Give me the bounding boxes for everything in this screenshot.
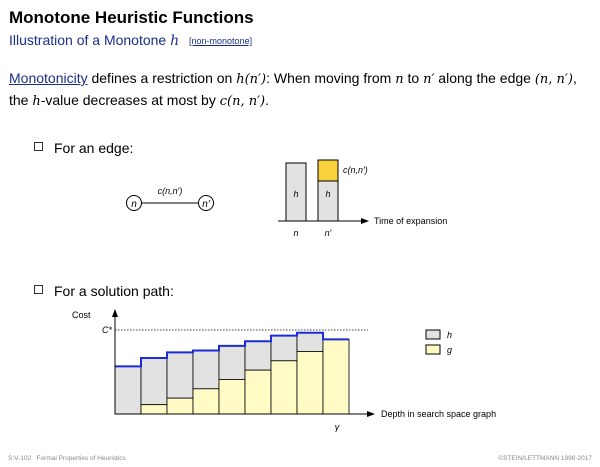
h-bar-segment [244,340,272,371]
edge-cost-label: c(n,n′) [158,186,183,196]
g-bar-segment [166,397,194,415]
bullet-path: For a solution path: [34,283,174,299]
h-bar-segment [166,351,194,399]
definition-text: , the [9,70,577,108]
definition-text: . [265,92,269,108]
bar-h-n-prime [317,180,339,222]
footer-code: S:V-102 [8,455,32,462]
math-expression: h [32,94,41,109]
node-n [126,195,142,211]
g-bar-segment [270,360,298,415]
g-bar-segment [192,388,220,415]
bullet-box-icon [34,142,43,151]
legend-h-swatch [425,329,441,340]
edge-bars: h h c(n,n′) Time of expansion n n′ [278,159,447,238]
definition-text: defines a restriction on [87,70,237,86]
node-n-prime-label: n′ [202,199,211,210]
h-bar-segment [192,350,220,390]
g-bar-segment [140,404,168,415]
h-bar-segment [296,332,324,352]
math-expression: n′ [423,72,435,87]
bar-cost [317,159,339,182]
c-star-label: C* [102,325,112,335]
bar-h-label-n-prime: h [325,189,330,199]
definition-text: along the edge [434,70,535,86]
footer-left: S:V-102 Formal Properties of Heuristics [8,455,126,462]
legend-g-swatch [425,344,441,355]
cost-label: c(n,n′) [343,165,368,175]
gamma-label: γ [335,422,340,432]
bullet-edge-text: For an edge: [54,140,134,156]
edge-diagram: n n′ c(n,n′) [126,186,214,211]
non-monotone-link[interactable]: [non-monotone] [189,36,253,46]
footer-copyright: ©STEIN/LETTMANN 1998-2017 [498,455,592,462]
node-n-prime [198,195,214,211]
definition-text: -value decreases at most by [40,92,220,108]
g-bar-segment [322,338,350,415]
g-bar-segment [296,351,324,415]
node-n-label: n [131,199,137,210]
chart-bars [114,332,350,415]
x-label-n-prime: n′ [325,228,332,238]
h-bar-segment [270,335,298,362]
h-bar-segment [218,345,246,380]
math-expression: h(n′) [236,72,267,87]
g-bar-segment [244,369,272,415]
f-value-line [115,331,349,368]
h-bar-segment [140,357,168,406]
math-expression: c(n, n′) [219,94,266,109]
depth-axis-label: Depth in search space graph [381,409,496,419]
solution-path-chart: Cost C* Depth in search space graph γ h … [72,309,496,432]
legend-g-label: g [447,345,452,355]
math-expression: (n, n′) [534,72,573,87]
footer-section: Formal Properties of Heuristics [36,455,126,462]
definition-text: to [403,70,424,86]
bullet-path-text: For a solution path: [54,283,174,299]
legend-h-label: h [447,330,452,340]
page-title: Monotone Heuristic Functions [9,8,254,27]
bullet-edge: For an edge: [34,140,133,156]
definition-text: : When moving from [266,70,396,86]
bar-h-label-n: h [293,189,298,199]
monotonicity-link[interactable]: Monotonicity [9,70,88,86]
bullet-box-icon [34,285,43,294]
subtitle-text: Illustration of a Monotone [9,32,167,48]
cost-axis-label: Cost [72,310,91,320]
h-bar-segment [114,365,142,415]
g-bar-segment [218,379,246,415]
page-subtitle: Illustration of a Monotone h [non-monoto… [9,32,252,49]
subtitle-var: h [170,33,180,49]
x-label-n: n [293,228,298,238]
math-expression: n [395,72,404,87]
definition-paragraph: Monotonicity defines a restriction on h(… [9,68,589,112]
time-axis-label: Time of expansion [374,216,447,226]
